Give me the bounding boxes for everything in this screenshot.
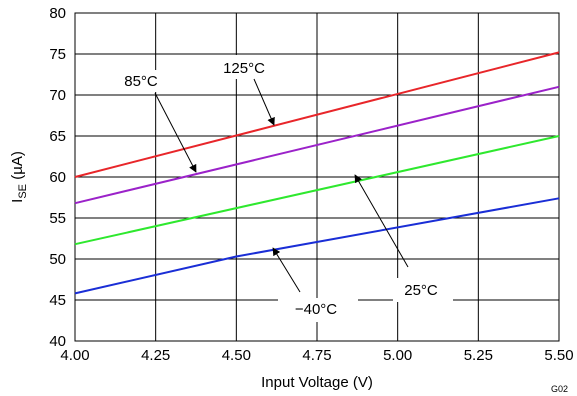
y-tick-label: 50: [49, 251, 66, 268]
annotation-arrow: [154, 92, 197, 173]
annotation-box: [102, 70, 182, 92]
figure-code: G02: [551, 384, 568, 394]
x-tick-label: 4.75: [302, 347, 331, 364]
y-axis-label-sub: SE: [17, 184, 29, 199]
y-axis-label-main: I: [9, 199, 26, 203]
y-axis-label-unit: (µA): [9, 151, 26, 184]
x-tick-label: 5.00: [383, 347, 412, 364]
series-125c-line: [74, 51, 560, 178]
annotation-label: 125°C: [223, 60, 265, 77]
y-axis-label: ISE (µA): [9, 151, 29, 203]
y-tick-label: 40: [49, 333, 66, 350]
annotation-box: [208, 55, 273, 79]
x-tick-labels: 4.00 4.25 4.50 4.75 5.00 5.25 5.50: [60, 347, 573, 364]
y-tick-label: 60: [49, 169, 66, 186]
y-tick-label: 70: [49, 87, 66, 104]
annotation-label: 85°C: [124, 73, 158, 90]
series-minus40c-line: [74, 197, 560, 295]
annotation-box: [393, 278, 453, 302]
x-tick-label: 4.00: [60, 347, 89, 364]
annotation-minus40c: −40°C: [272, 247, 358, 322]
y-tick-label: 55: [49, 210, 66, 227]
x-tick-label: 4.25: [141, 347, 170, 364]
y-tick-label: 45: [49, 292, 66, 309]
y-tick-label: 80: [49, 5, 66, 22]
annotation-arrow: [354, 174, 409, 268]
annotation-label: −40°C: [295, 301, 337, 318]
y-tick-label: 65: [49, 128, 66, 145]
annotation-25c: 25°C: [354, 174, 453, 302]
annotation-85c: 85°C: [102, 70, 197, 173]
x-tick-label: 4.50: [222, 347, 251, 364]
annotations: 125°C 85°C 25°C −40°C: [102, 55, 453, 322]
y-tick-label: 75: [49, 46, 66, 63]
x-tick-label: 5.50: [544, 347, 573, 364]
annotation-box: [278, 298, 358, 322]
series-85c-line: [74, 85, 560, 205]
series-25c-line: [74, 135, 560, 246]
annotation-arrow: [272, 247, 301, 293]
annotation-arrow: [253, 78, 275, 126]
annotation-label: 25°C: [404, 282, 438, 299]
x-tick-label: 5.25: [464, 347, 493, 364]
series-lines: [74, 51, 560, 295]
annotation-125c: 125°C: [208, 55, 275, 126]
x-axis-label: Input Voltage (V): [261, 374, 373, 391]
y-tick-labels: 40 45 50 55 60 65 70 75 80: [49, 5, 66, 350]
